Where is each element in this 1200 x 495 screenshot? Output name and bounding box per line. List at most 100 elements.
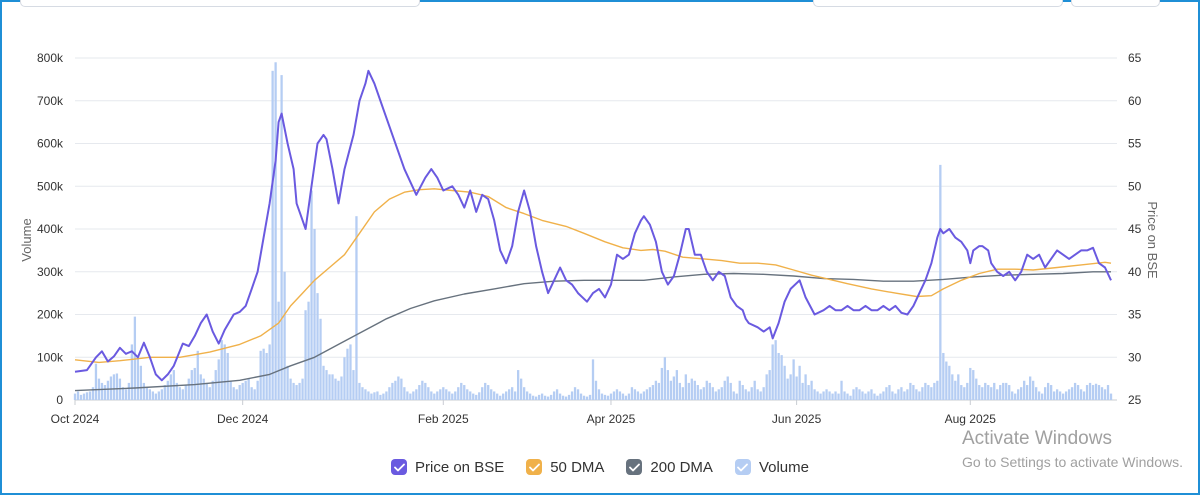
volume-bar — [151, 391, 154, 400]
volume-bar — [888, 385, 891, 400]
volume-bar — [996, 389, 999, 400]
checkbox-icon[interactable] — [391, 459, 407, 475]
volume-bar — [669, 380, 673, 400]
volume-bar — [463, 385, 466, 400]
volume-bar — [298, 382, 301, 400]
volume-bar — [792, 359, 795, 400]
volume-bar — [196, 350, 199, 400]
checkbox-icon[interactable] — [526, 459, 543, 475]
volume-bar — [487, 385, 490, 400]
volume-bar — [525, 391, 529, 400]
volume-bar — [370, 393, 373, 400]
volume-bar — [76, 391, 80, 400]
windows-activation-watermark: Activate Windows Go to Settings to activ… — [962, 428, 1183, 470]
volume-bar — [876, 395, 879, 400]
left-y-axis: 0 100k 200k 300k 400k 500k 600k 700k 800k — [37, 51, 64, 407]
chart-legend: Price on BSE 50 DMA 200 DMA Volume — [0, 454, 1200, 480]
volume-bar — [582, 395, 586, 400]
legend-item-dma200[interactable]: 200 DMA — [626, 459, 713, 476]
volume-bar — [148, 389, 152, 400]
volume-bar — [394, 380, 397, 400]
volume-bar — [777, 352, 780, 400]
volume-bar — [442, 387, 445, 400]
volume-bar — [540, 393, 544, 400]
volume-bar — [627, 393, 631, 400]
volume-bar — [475, 394, 478, 400]
left-tick-label: 600k — [37, 137, 64, 151]
volume-bar — [328, 374, 331, 400]
volume-bar — [205, 382, 208, 400]
top-left-control[interactable] — [20, 0, 420, 7]
right-tick-label: 25 — [1128, 393, 1142, 407]
left-axis-title: Volume — [19, 218, 34, 261]
volume-bar — [157, 391, 160, 400]
volume-bar — [714, 391, 717, 400]
volume-bar — [1020, 387, 1023, 400]
legend-item-price[interactable]: Price on BSE — [391, 459, 504, 476]
legend-label: Volume — [758, 458, 809, 476]
volume-bar — [570, 391, 574, 400]
volume-bar — [184, 385, 187, 400]
volume-bar — [948, 365, 951, 400]
volume-bar — [1109, 393, 1113, 400]
legend-item-volume[interactable]: Volume — [734, 458, 809, 476]
volume-bar — [621, 393, 625, 400]
checkbox-icon[interactable] — [626, 459, 643, 475]
volume-bar — [846, 393, 849, 400]
volume-bar — [639, 393, 643, 400]
volume-bar — [322, 365, 325, 400]
legend-label: 200 DMA — [650, 458, 713, 476]
volume-bar — [514, 391, 517, 400]
volume-bar — [744, 389, 747, 400]
watermark-title: Activate Windows — [962, 428, 1112, 449]
volume-bar — [292, 382, 295, 400]
volume-bar — [768, 370, 771, 400]
volume-bar — [166, 380, 169, 400]
volume-bar — [418, 385, 421, 400]
volume-bar — [490, 389, 493, 400]
volume-bar — [966, 382, 969, 400]
volume-bar — [145, 387, 149, 400]
volume-bar — [882, 391, 885, 400]
volume-bar — [100, 382, 104, 400]
volume-bar — [609, 393, 613, 400]
top-right-dropdown[interactable] — [813, 0, 1063, 7]
volume-bar — [984, 382, 987, 400]
volume-bar — [945, 361, 948, 400]
top-right-button[interactable] — [1071, 0, 1160, 7]
checkbox-icon[interactable] — [734, 459, 751, 475]
volume-bar — [397, 376, 400, 400]
volume-bar — [1106, 385, 1110, 400]
volume-bar — [211, 380, 214, 400]
volume-bar — [445, 389, 448, 400]
volume-bar — [771, 344, 774, 400]
volume-bar — [355, 216, 358, 400]
volume-bar — [900, 387, 903, 400]
volume-bar — [112, 374, 116, 400]
volume-bar — [331, 374, 334, 400]
volume-bar — [175, 382, 178, 400]
volume-bar — [493, 391, 496, 400]
series-lines — [74, 69, 1112, 392]
volume-bar — [229, 380, 232, 400]
right-tick-label: 50 — [1128, 179, 1142, 193]
volume-bar — [517, 370, 520, 400]
volume-bar — [672, 376, 675, 400]
volume-bar — [1011, 391, 1014, 400]
volume-bar — [798, 365, 801, 400]
volume-bar — [268, 344, 271, 400]
volume-bar — [271, 70, 274, 400]
volume-bar — [594, 380, 598, 400]
left-tick-label: 400k — [37, 222, 64, 236]
volume-bar — [232, 387, 235, 400]
volume-bar — [391, 382, 394, 400]
legend-item-dma50[interactable]: 50 DMA — [526, 459, 604, 476]
volume-bar — [88, 391, 92, 400]
volume-bar — [406, 391, 409, 400]
volume-bar — [283, 271, 286, 400]
volume-bar — [885, 387, 888, 400]
volume-bar — [454, 391, 457, 400]
volume-bar — [415, 389, 418, 400]
volume-bar — [921, 387, 924, 400]
